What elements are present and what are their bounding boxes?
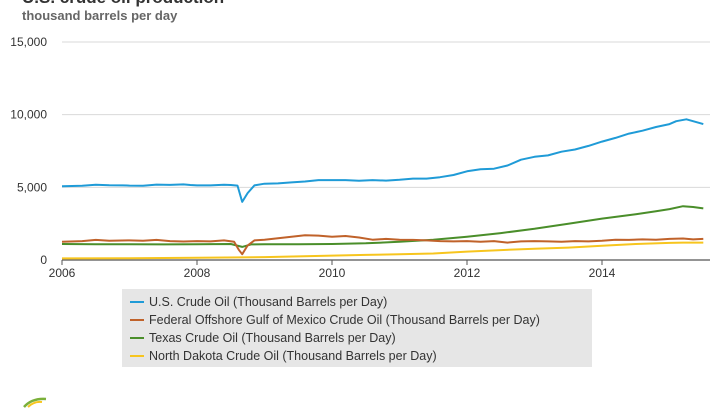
legend-label-us: U.S. Crude Oil (Thousand Barrels per Day… xyxy=(149,295,388,309)
x-tick-label: 2014 xyxy=(589,266,616,280)
x-tick-label: 2012 xyxy=(454,266,481,280)
chart-plot: 0 5,000 10,000 15,000 2006 2008 2010 2012 2014 xyxy=(10,35,710,280)
legend-entry-north-dakota[interactable]: North Dakota Crude Oil (Thousand Barrels… xyxy=(130,347,592,365)
legend-swatch-north-dakota xyxy=(130,355,144,357)
chart-title: U.S. crude oil production xyxy=(22,0,224,8)
x-tick-label: 2006 xyxy=(49,266,76,280)
y-tick-label: 15,000 xyxy=(10,35,47,49)
x-axis-ticks: 2006 2008 2010 2012 2014 xyxy=(49,260,616,280)
legend-label-gulf-of-mexico: Federal Offshore Gulf of Mexico Crude Oi… xyxy=(149,313,540,327)
series-line-3 xyxy=(61,241,704,260)
eia-logo-icon xyxy=(23,397,47,408)
legend-swatch-texas xyxy=(130,337,144,339)
legend-label-north-dakota: North Dakota Crude Oil (Thousand Barrels… xyxy=(149,349,437,363)
y-axis-ticks: 0 5,000 10,000 15,000 xyxy=(10,35,47,267)
legend-swatch-gulf-of-mexico xyxy=(130,319,144,321)
y-tick-label: 10,000 xyxy=(10,108,47,122)
legend-entry-us[interactable]: U.S. Crude Oil (Thousand Barrels per Day… xyxy=(130,293,592,311)
series-line-1 xyxy=(61,234,704,256)
legend-entry-gulf-of-mexico[interactable]: Federal Offshore Gulf of Mexico Crude Oi… xyxy=(130,311,592,329)
y-tick-label: 0 xyxy=(40,253,47,267)
legend-label-texas: Texas Crude Oil (Thousand Barrels per Da… xyxy=(149,331,396,345)
x-tick-label: 2010 xyxy=(319,266,346,280)
legend-swatch-us xyxy=(130,301,144,303)
series-line-0 xyxy=(61,118,704,203)
series-lines xyxy=(61,118,704,260)
chart-subtitle: thousand barrels per day xyxy=(22,8,178,23)
x-tick-label: 2008 xyxy=(184,266,211,280)
y-tick-label: 5,000 xyxy=(17,180,47,194)
grid-lines xyxy=(62,41,710,261)
chart-legend: U.S. Crude Oil (Thousand Barrels per Day… xyxy=(122,289,592,367)
legend-entry-texas[interactable]: Texas Crude Oil (Thousand Barrels per Da… xyxy=(130,329,592,347)
series-line-2 xyxy=(61,205,704,248)
